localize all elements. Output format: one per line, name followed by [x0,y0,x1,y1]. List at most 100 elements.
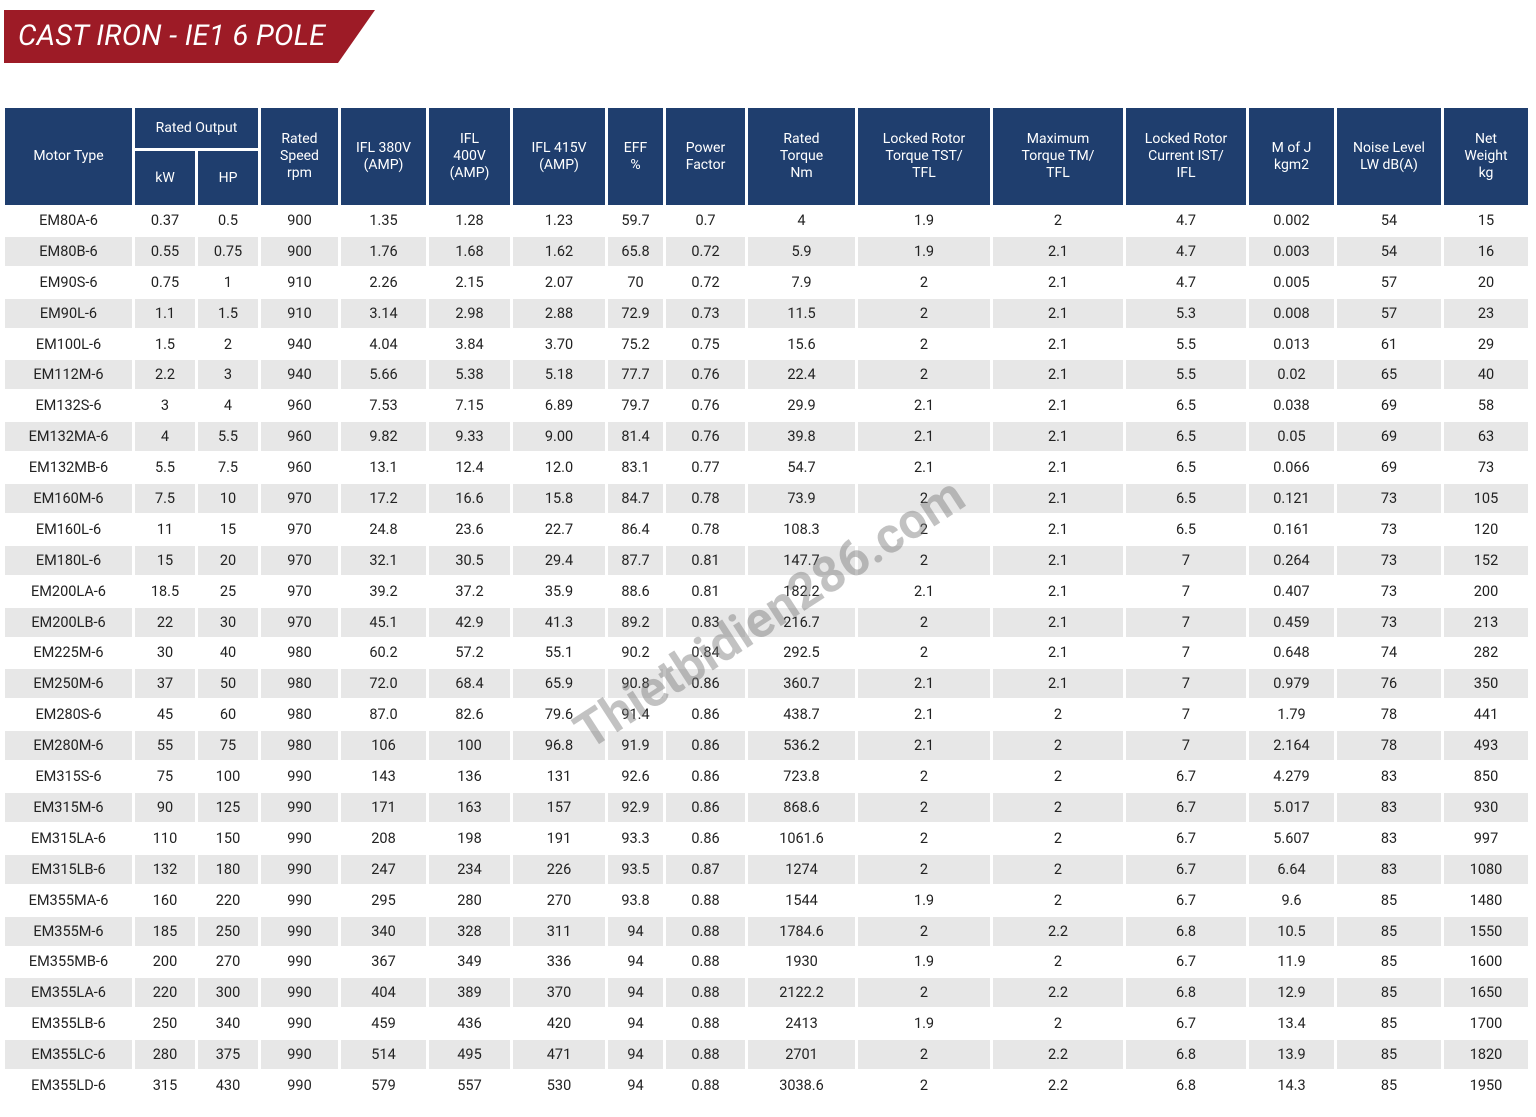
header-line: Power [685,139,726,156]
table-cell: 980 [261,731,338,761]
table-cell: 6.5 [1175,459,1197,477]
header-group: Rated Output [135,108,258,148]
table-cell: 73 [1380,582,1398,600]
table-cell: 2.15 [455,273,484,291]
table-cell: 15 [1477,211,1495,229]
table-cell: 5.5 [1126,360,1246,390]
table-cell: 436 [457,1015,482,1033]
table-cell: 900 [261,236,338,266]
table-cell: 7 [1181,582,1191,600]
table-cell: 0.7 [695,211,716,229]
table-cell: 2 [919,829,929,847]
table-cell: 7.9 [791,273,812,291]
table-cell: 990 [287,829,312,847]
table-cell: 2.1 [993,607,1123,637]
header-line: Locked Rotor [882,131,966,147]
table-cell: EM132S-6 [35,397,102,415]
table-cell: EM355LA-6 [5,978,132,1008]
table-cell: 85 [1337,1040,1441,1070]
table-cell: 0.73 [666,298,745,328]
table-cell: 0.88 [666,978,745,1008]
table-cell: 282 [1473,644,1499,662]
table-cell: 22.4 [748,360,855,390]
table-cell: 940 [261,360,338,390]
table-cell: 3.70 [544,335,574,353]
header-line: EFF [623,139,648,156]
table-cell: 2 [1053,829,1063,847]
table-cell: 723.8 [783,768,820,786]
header-line: Nm [790,165,813,181]
table-cell: 35.9 [544,582,574,600]
table-cell: 1600 [1469,953,1503,971]
table-cell: 12.4 [455,459,484,477]
table-cell: 2.164 [1249,731,1334,761]
table-cell: EM112M-6 [5,360,132,390]
table-cell: 459 [371,1015,396,1033]
table-cell: 6.7 [1175,829,1197,847]
table-cell: 90.2 [621,644,650,662]
table-cell: 57.2 [455,644,484,662]
table-cell: 198 [457,829,482,847]
table-cell: 2122.2 [748,978,855,1008]
table-cell: 83 [1337,793,1441,822]
table-cell: 143 [371,768,396,786]
table-cell: 89.2 [608,607,663,637]
table-cell: 131 [546,768,572,786]
table-cell: 55 [135,731,195,761]
table-cell: 120 [1473,520,1499,538]
table-cell: 90.8 [608,669,663,699]
table-cell: 4 [797,211,806,229]
table-cell: 5.66 [341,360,426,390]
table-cell: 514 [341,1040,426,1070]
table-cell: 367 [371,953,396,971]
table-cell: EM315S-6 [35,768,102,786]
table-cell: 73 [1337,484,1441,513]
table-cell: 6.89 [544,397,574,415]
table-cell: 2 [1053,211,1063,229]
table-cell: 75.2 [621,335,650,353]
table-cell: 5.9 [748,236,855,266]
table-cell: 990 [261,854,338,884]
table-cell: 990 [261,1040,338,1070]
table-cell: 2 [919,644,929,662]
table-cell: 0.02 [1249,360,1334,390]
header-line: Speed [280,148,319,164]
table-cell: 4.7 [1175,211,1197,229]
table-cell: EM225M-6 [33,644,104,662]
table-cell: 100 [429,731,510,761]
table-cell: 63 [1444,422,1528,452]
table-cell: 7 [1126,607,1246,637]
header-cell: EFF% [608,108,663,205]
table-cell: 315 [152,1077,178,1095]
table-cell: 220 [135,978,195,1008]
table-cell: 6.7 [1126,854,1246,884]
header-cell: Rated Speed rpm [261,108,338,205]
table-cell: 7.5 [135,484,195,513]
table-cell: 2.1 [1047,335,1069,353]
table-cell: 247 [341,854,426,884]
table-cell: 11.5 [748,298,855,328]
table-cell: 2 [919,520,929,538]
table-cell: 93.3 [621,829,650,847]
table-cell: 292.5 [783,644,820,662]
table-cell: 2 [858,854,990,884]
table-cell: 270 [215,953,241,971]
table-cell: EM80B-6 [5,236,132,266]
table-cell: 200 [1473,582,1499,600]
table-cell: 40 [1444,360,1528,390]
table-cell: 0.88 [691,1015,720,1033]
header-line: kg [1478,165,1494,181]
table-cell: 6.7 [1175,891,1197,909]
table-cell: 73.9 [748,484,855,513]
table-cell: 0.72 [691,273,720,291]
table-cell: 311 [513,916,605,946]
table-cell: 2.1 [858,731,990,761]
table-cell: 0.86 [691,706,720,724]
table-cell: 25 [219,582,237,600]
table-cell: 6.7 [1175,1015,1197,1033]
header-line: 400V [453,148,486,164]
table-cell: 2.1 [858,422,990,452]
table-cell: 0.78 [666,484,745,513]
table-cell: 2.1 [1047,273,1069,291]
